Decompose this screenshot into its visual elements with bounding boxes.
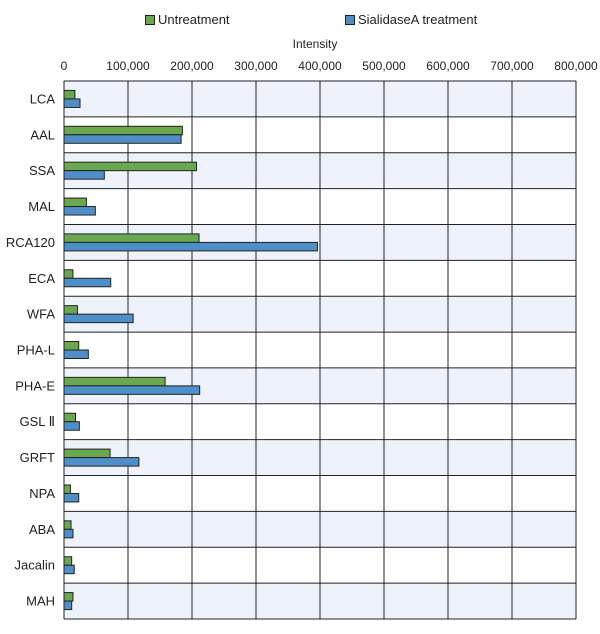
bar-untreatment-aal	[63, 125, 183, 136]
y-tick-label-jacalin: Jacalin	[15, 558, 55, 573]
bar-sialidasea-treatment-jacalin	[63, 564, 75, 575]
bar-untreatment-grft	[63, 448, 111, 459]
legend-label-sialidase: SialidaseA treatment	[358, 12, 478, 27]
bar-sialidasea-treatment-gsl	[63, 421, 80, 431]
bar-sialidasea-treatment-aal	[63, 134, 182, 144]
bar-sialidasea-treatment-pha-l	[63, 349, 89, 359]
legend: Untreatment SialidaseA treatment	[0, 12, 600, 30]
y-tick-label-aba: ABA	[29, 522, 55, 537]
y-tick-label-pha-l: PHA-L	[17, 343, 55, 358]
bar-untreatment-gsl	[63, 412, 77, 423]
bar-untreatment-mal	[63, 197, 87, 208]
bar-sialidasea-treatment-aba	[63, 528, 74, 539]
legend-swatch-untreatment	[145, 14, 155, 25]
x-tick-label-5: 500,000	[362, 59, 406, 73]
legend-item-sialidase: SialidaseA treatment	[345, 12, 477, 27]
bar-sialidasea-treatment-mah	[63, 600, 73, 611]
legend-swatch-sialidase	[345, 14, 355, 25]
bar-sialidasea-treatment-lca	[63, 98, 81, 108]
bar-untreatment-mah	[63, 592, 74, 602]
y-tick-label-wfa: WFA	[27, 307, 55, 322]
x-axis-title: Intensity	[292, 37, 338, 51]
bar-sialidasea-treatment-pha-e	[63, 385, 201, 395]
bar-untreatment-eca	[63, 269, 74, 279]
y-tick-label-npa: NPA	[29, 486, 55, 501]
x-tick-label-3: 300,000	[234, 59, 278, 73]
bar-untreatment-pha-e	[63, 376, 166, 387]
bar-untreatment-rca120	[63, 233, 200, 243]
bar-untreatment-ssa	[63, 161, 197, 172]
bar-untreatment-jacalin	[63, 556, 73, 566]
x-tick-label-4: 400,000	[298, 59, 342, 73]
bar-sialidasea-treatment-ssa	[63, 170, 105, 180]
x-tick-label-2: 200,000	[170, 59, 214, 73]
y-tick-label-ssa: SSA	[29, 163, 55, 178]
bar-sialidasea-treatment-npa	[63, 492, 80, 503]
x-tick-label-8: 800,000	[554, 59, 598, 73]
bar-untreatment-aba	[63, 520, 72, 530]
legend-label-untreatment: Untreatment	[158, 12, 230, 27]
y-tick-label-mal: MAL	[28, 199, 55, 214]
y-tick-label-aal: AAL	[30, 127, 55, 142]
y-tick-label-rca120: RCA120	[6, 235, 55, 250]
bar-sialidasea-treatment-rca120	[63, 241, 318, 252]
y-tick-label-mah: MAH	[26, 594, 55, 609]
x-tick-label-0: 0	[61, 59, 68, 73]
x-tick-label-7: 700,000	[490, 59, 534, 73]
bar-untreatment-npa	[63, 484, 71, 494]
bar-untreatment-pha-l	[63, 341, 80, 351]
x-tick-label-6: 600,000	[426, 59, 470, 73]
y-tick-label-pha-e: PHA-E	[15, 378, 55, 393]
bar-untreatment-wfa	[63, 305, 78, 315]
y-tick-label-lca: LCA	[30, 91, 56, 106]
y-tick-label-gsl: GSL Ⅱ	[19, 414, 55, 429]
bar-sialidasea-treatment-eca	[63, 277, 112, 288]
bar-sialidasea-treatment-mal	[63, 206, 96, 216]
y-tick-label-eca: ECA	[28, 271, 55, 286]
bar-untreatment-lca	[63, 89, 76, 100]
y-tick-label-grft: GRFT	[20, 450, 55, 465]
x-tick-label-1: 100,000	[106, 59, 150, 73]
bar-sialidasea-treatment-grft	[63, 457, 140, 467]
bar-sialidasea-treatment-wfa	[63, 313, 134, 324]
legend-item-untreatment: Untreatment	[145, 12, 230, 27]
